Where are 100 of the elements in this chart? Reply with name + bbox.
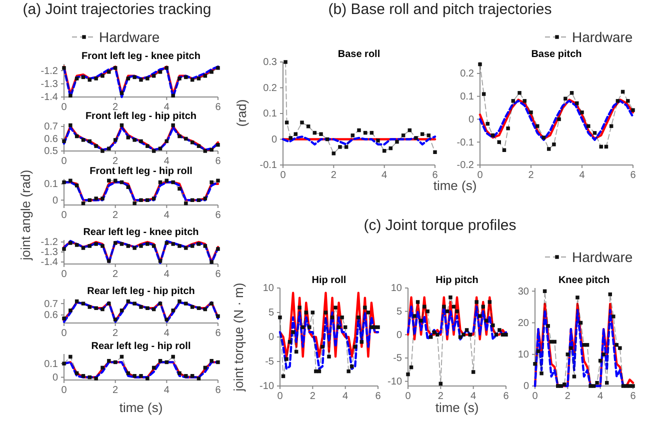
- text: (a) Joint trajectories tracking: [22, 1, 212, 18]
- point: [585, 343, 590, 347]
- point: [126, 136, 130, 140]
- point: [68, 241, 72, 245]
- point: [184, 75, 188, 80]
- point: [132, 75, 136, 80]
- point: [126, 76, 130, 80]
- point: [586, 124, 590, 128]
- point: [484, 318, 488, 323]
- x-tick-label: 4: [164, 385, 170, 396]
- point: [178, 134, 182, 138]
- point: [62, 247, 66, 251]
- point: [210, 180, 214, 184]
- point: [288, 340, 292, 344]
- point: [139, 198, 143, 202]
- point: [132, 302, 136, 306]
- point: [113, 318, 118, 322]
- x-tick-label: 2: [310, 391, 316, 402]
- point: [68, 178, 72, 182]
- x-tick-label: 0: [61, 269, 68, 280]
- chart-title: Hip pitch: [436, 275, 478, 286]
- point: [152, 244, 156, 248]
- point: [504, 332, 508, 337]
- point: [576, 296, 580, 300]
- x-tick-label: 2: [112, 156, 119, 168]
- point: [294, 132, 298, 136]
- point: [190, 374, 194, 378]
- y-tick-label: 10: [262, 283, 274, 294]
- y-tick-label: -0.1: [260, 160, 278, 172]
- point: [284, 60, 288, 64]
- y-tick-label: 10: [390, 283, 402, 294]
- point: [216, 314, 220, 318]
- x-tick-label: 2: [112, 210, 119, 222]
- point: [288, 136, 292, 140]
- line-series: [406, 306, 508, 340]
- point: [203, 149, 208, 153]
- point: [366, 310, 370, 314]
- point: [562, 382, 566, 386]
- point: [74, 184, 79, 188]
- x-tick-label: 0: [405, 391, 412, 402]
- x-tick-label: 4: [382, 170, 388, 182]
- point: [455, 309, 459, 314]
- point: [146, 198, 150, 202]
- point: [575, 101, 579, 106]
- point: [542, 136, 546, 140]
- x-tick-label: 4: [164, 102, 170, 114]
- x-tick-label: 6: [630, 170, 636, 182]
- point: [146, 144, 150, 148]
- point: [81, 302, 86, 306]
- chart-title: Base pitch: [531, 49, 582, 60]
- point: [319, 132, 323, 136]
- point: [68, 308, 72, 312]
- point: [428, 335, 433, 339]
- point: [552, 142, 556, 146]
- point: [81, 138, 86, 142]
- point: [284, 357, 288, 361]
- point: [344, 145, 348, 149]
- point: [631, 108, 635, 112]
- point: [107, 358, 111, 363]
- point: [132, 374, 136, 378]
- chart-title: Rear left leg - hip pitch: [87, 286, 195, 297]
- point: [298, 306, 302, 310]
- y-tick-label: 10: [518, 350, 530, 361]
- y-tick-label: -1.2: [40, 66, 58, 77]
- point: [178, 186, 182, 191]
- point: [216, 247, 220, 251]
- x-tick-label: 6: [215, 269, 222, 280]
- point: [210, 358, 214, 363]
- point: [62, 139, 66, 144]
- y-tick-label: -1.3: [40, 79, 58, 90]
- point: [284, 120, 289, 124]
- text: (c) Joint torque profiles: [364, 217, 516, 234]
- point: [107, 259, 111, 263]
- y-tick-label: 0.2: [263, 82, 278, 94]
- y-tick-label: 0: [271, 134, 278, 146]
- point: [357, 128, 361, 132]
- point: [107, 70, 111, 74]
- point: [324, 310, 328, 314]
- x-tick-label: 2: [330, 170, 337, 182]
- x-tick-label: 4: [164, 210, 170, 222]
- point: [624, 384, 628, 388]
- point: [488, 300, 492, 304]
- y-tick-label: 30: [518, 286, 530, 298]
- point: [566, 352, 570, 356]
- point: [100, 366, 104, 370]
- point: [210, 260, 214, 264]
- y-tick-label: 0.7: [44, 122, 58, 133]
- point: [376, 138, 380, 142]
- point: [196, 144, 201, 148]
- x-tick-label: 6: [215, 210, 222, 222]
- point: [184, 136, 188, 141]
- chart-title: Knee pitch: [558, 275, 610, 286]
- x-tick-label: 0: [61, 385, 68, 396]
- point: [178, 76, 182, 80]
- point: [120, 91, 124, 95]
- point: [462, 332, 466, 337]
- point: [491, 323, 495, 328]
- point: [592, 131, 597, 135]
- point: [401, 134, 406, 138]
- point: [190, 244, 194, 248]
